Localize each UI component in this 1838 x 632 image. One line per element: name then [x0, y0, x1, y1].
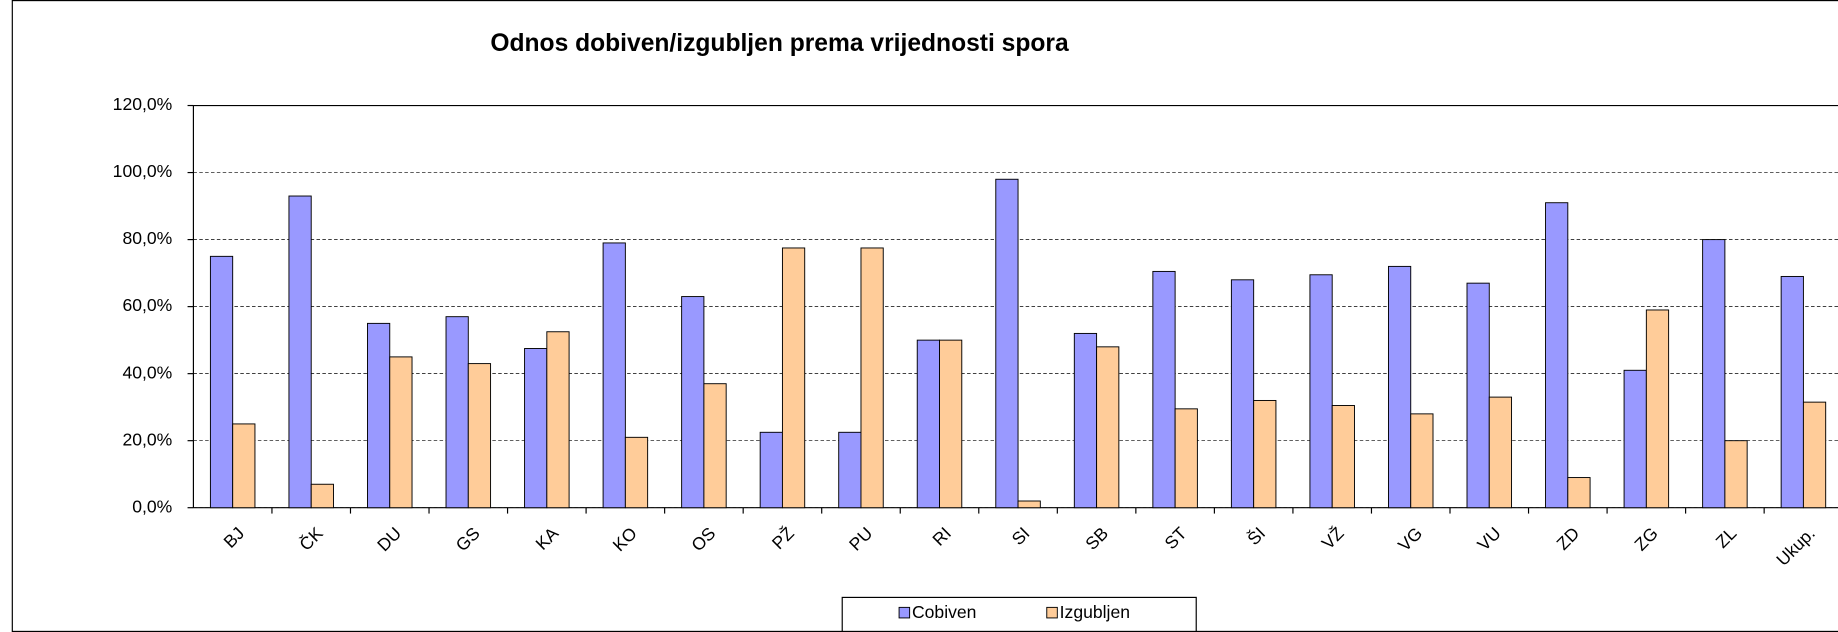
bar — [288, 195, 312, 509]
bar — [445, 316, 469, 509]
y-tick-label: 20,0% — [122, 429, 172, 449]
legend — [841, 596, 1197, 632]
y-tick-label: 60,0% — [122, 295, 172, 315]
bar — [1724, 440, 1748, 509]
bar — [467, 363, 492, 509]
legend-label: Cobiven — [912, 602, 976, 622]
bar — [1253, 399, 1277, 509]
bar — [860, 247, 884, 509]
bar — [1567, 477, 1591, 509]
legend-label: Izgubljen — [1060, 602, 1130, 622]
bar — [1331, 405, 1355, 509]
y-tick-label: 40,0% — [122, 362, 172, 382]
bar — [1702, 239, 1726, 509]
bar — [624, 436, 649, 509]
bar — [310, 483, 334, 509]
bar — [1645, 309, 1670, 509]
bar — [781, 247, 806, 509]
bar — [681, 296, 705, 509]
bar — [1309, 274, 1333, 509]
bar — [1802, 401, 1827, 509]
bar — [1466, 282, 1490, 509]
bar — [1387, 265, 1412, 509]
bar — [367, 322, 391, 509]
bar — [1545, 202, 1569, 509]
legend-swatch — [898, 606, 911, 619]
y-tick-label: 120,0% — [113, 94, 173, 114]
bar — [916, 339, 940, 509]
bar — [524, 348, 548, 509]
bar — [1780, 275, 1804, 509]
bar — [1096, 346, 1120, 509]
bar — [1073, 332, 1098, 509]
y-tick-label: 80,0% — [122, 228, 172, 248]
bar — [1410, 413, 1434, 509]
bar — [1230, 279, 1255, 509]
bar — [1174, 408, 1198, 509]
y-tick-label: 100,0% — [113, 161, 173, 181]
bar — [209, 255, 234, 509]
bar — [389, 356, 413, 509]
bar — [703, 383, 727, 509]
bar — [602, 242, 626, 509]
bar — [1488, 396, 1513, 509]
bar — [939, 339, 963, 509]
bar — [232, 423, 256, 509]
bar — [1623, 369, 1647, 509]
bar — [1017, 500, 1041, 509]
y-tick-label: 0,0% — [132, 496, 172, 516]
bar — [546, 331, 570, 509]
bar — [838, 431, 862, 509]
bar — [995, 178, 1019, 509]
bar — [1152, 270, 1176, 509]
chart-title: Odnos dobiven/izgubljen prema vrijednost… — [490, 30, 1069, 57]
legend-swatch — [1046, 606, 1058, 619]
bar — [759, 431, 783, 509]
